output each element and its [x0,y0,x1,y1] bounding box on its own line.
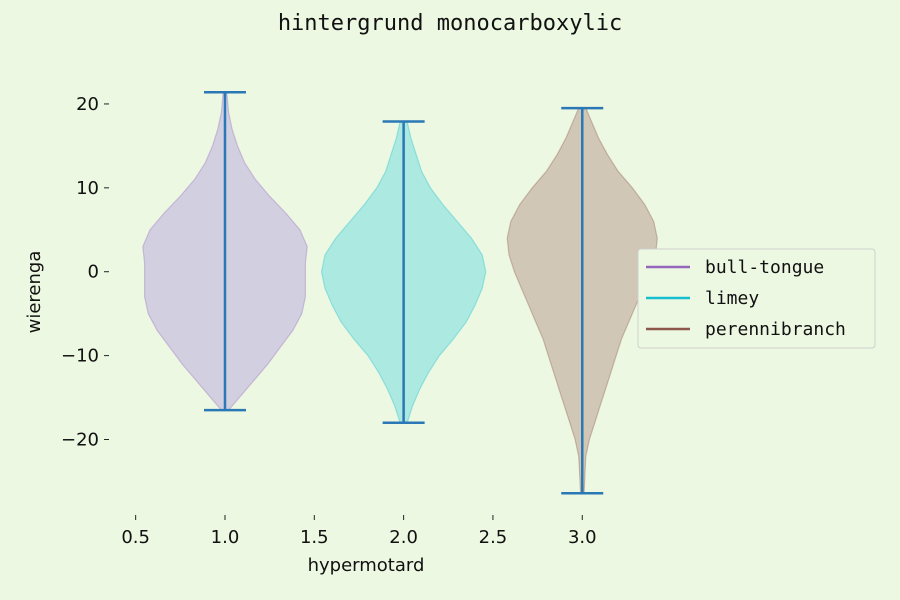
x-axis: 0.5 1.0 1.5 2.0 2.5 3.0 [121,515,597,548]
y-tick-label: −20 [61,430,99,451]
whiskers-layer [203,90,604,495]
chart-title: hintergrund monocarboxylic [278,11,622,36]
x-tick-label: 0.5 [121,527,150,548]
legend-label: bull-tongue [705,257,824,278]
legend-label: perennibranch [705,319,846,340]
x-tick-label: 1.0 [211,527,240,548]
x-tick-label: 3.0 [568,527,597,548]
y-tick-label: 10 [76,178,99,199]
x-tick-label: 2.5 [479,527,508,548]
x-axis-label: hypermotard [308,555,425,576]
legend-label: limey [705,288,759,309]
y-tick-label: 0 [88,262,99,283]
violins-layer [142,91,658,494]
legend: bull-tongue limey perennibranch [637,248,876,349]
y-tick-label: 20 [76,94,99,115]
y-axis: 20 10 0 −10 −20 [61,94,109,451]
y-tick-label: −10 [61,346,99,367]
y-axis-label: wierenga [24,251,45,334]
x-tick-label: 2.0 [389,527,418,548]
legend-box [637,248,876,349]
x-tick-label: 1.5 [300,527,329,548]
